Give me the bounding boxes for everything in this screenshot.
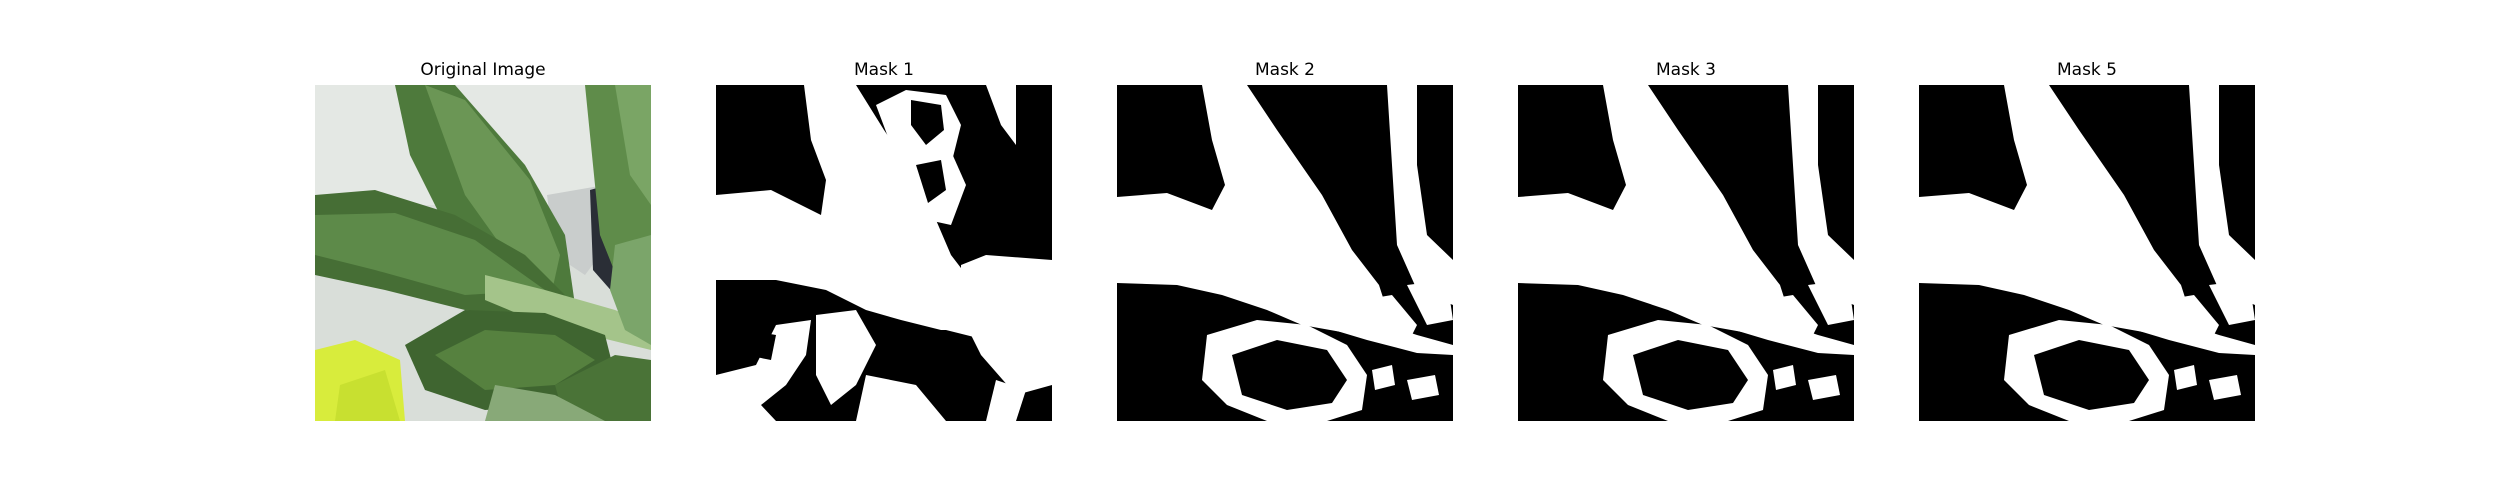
panel-title: Mask 2 <box>1254 60 1315 80</box>
panel-mask-2: Mask 2 <box>1117 0 1453 500</box>
mask-image <box>1919 85 2255 421</box>
original-image <box>315 85 651 421</box>
mask-image <box>1518 85 1854 421</box>
panel-mask-3: Mask 3 <box>1518 0 1854 500</box>
mask-image <box>1117 85 1453 421</box>
panel-original-image: Original Image <box>315 0 651 500</box>
panel-title: Mask 1 <box>853 60 914 80</box>
panel-mask-1: Mask 1 <box>716 0 1052 500</box>
panel-title: Mask 5 <box>2056 60 2117 80</box>
mask-image <box>716 85 1052 421</box>
panel-title: Original Image <box>420 60 546 80</box>
panel-mask-5: Mask 5 <box>1919 0 2255 500</box>
panel-title: Mask 3 <box>1655 60 1716 80</box>
